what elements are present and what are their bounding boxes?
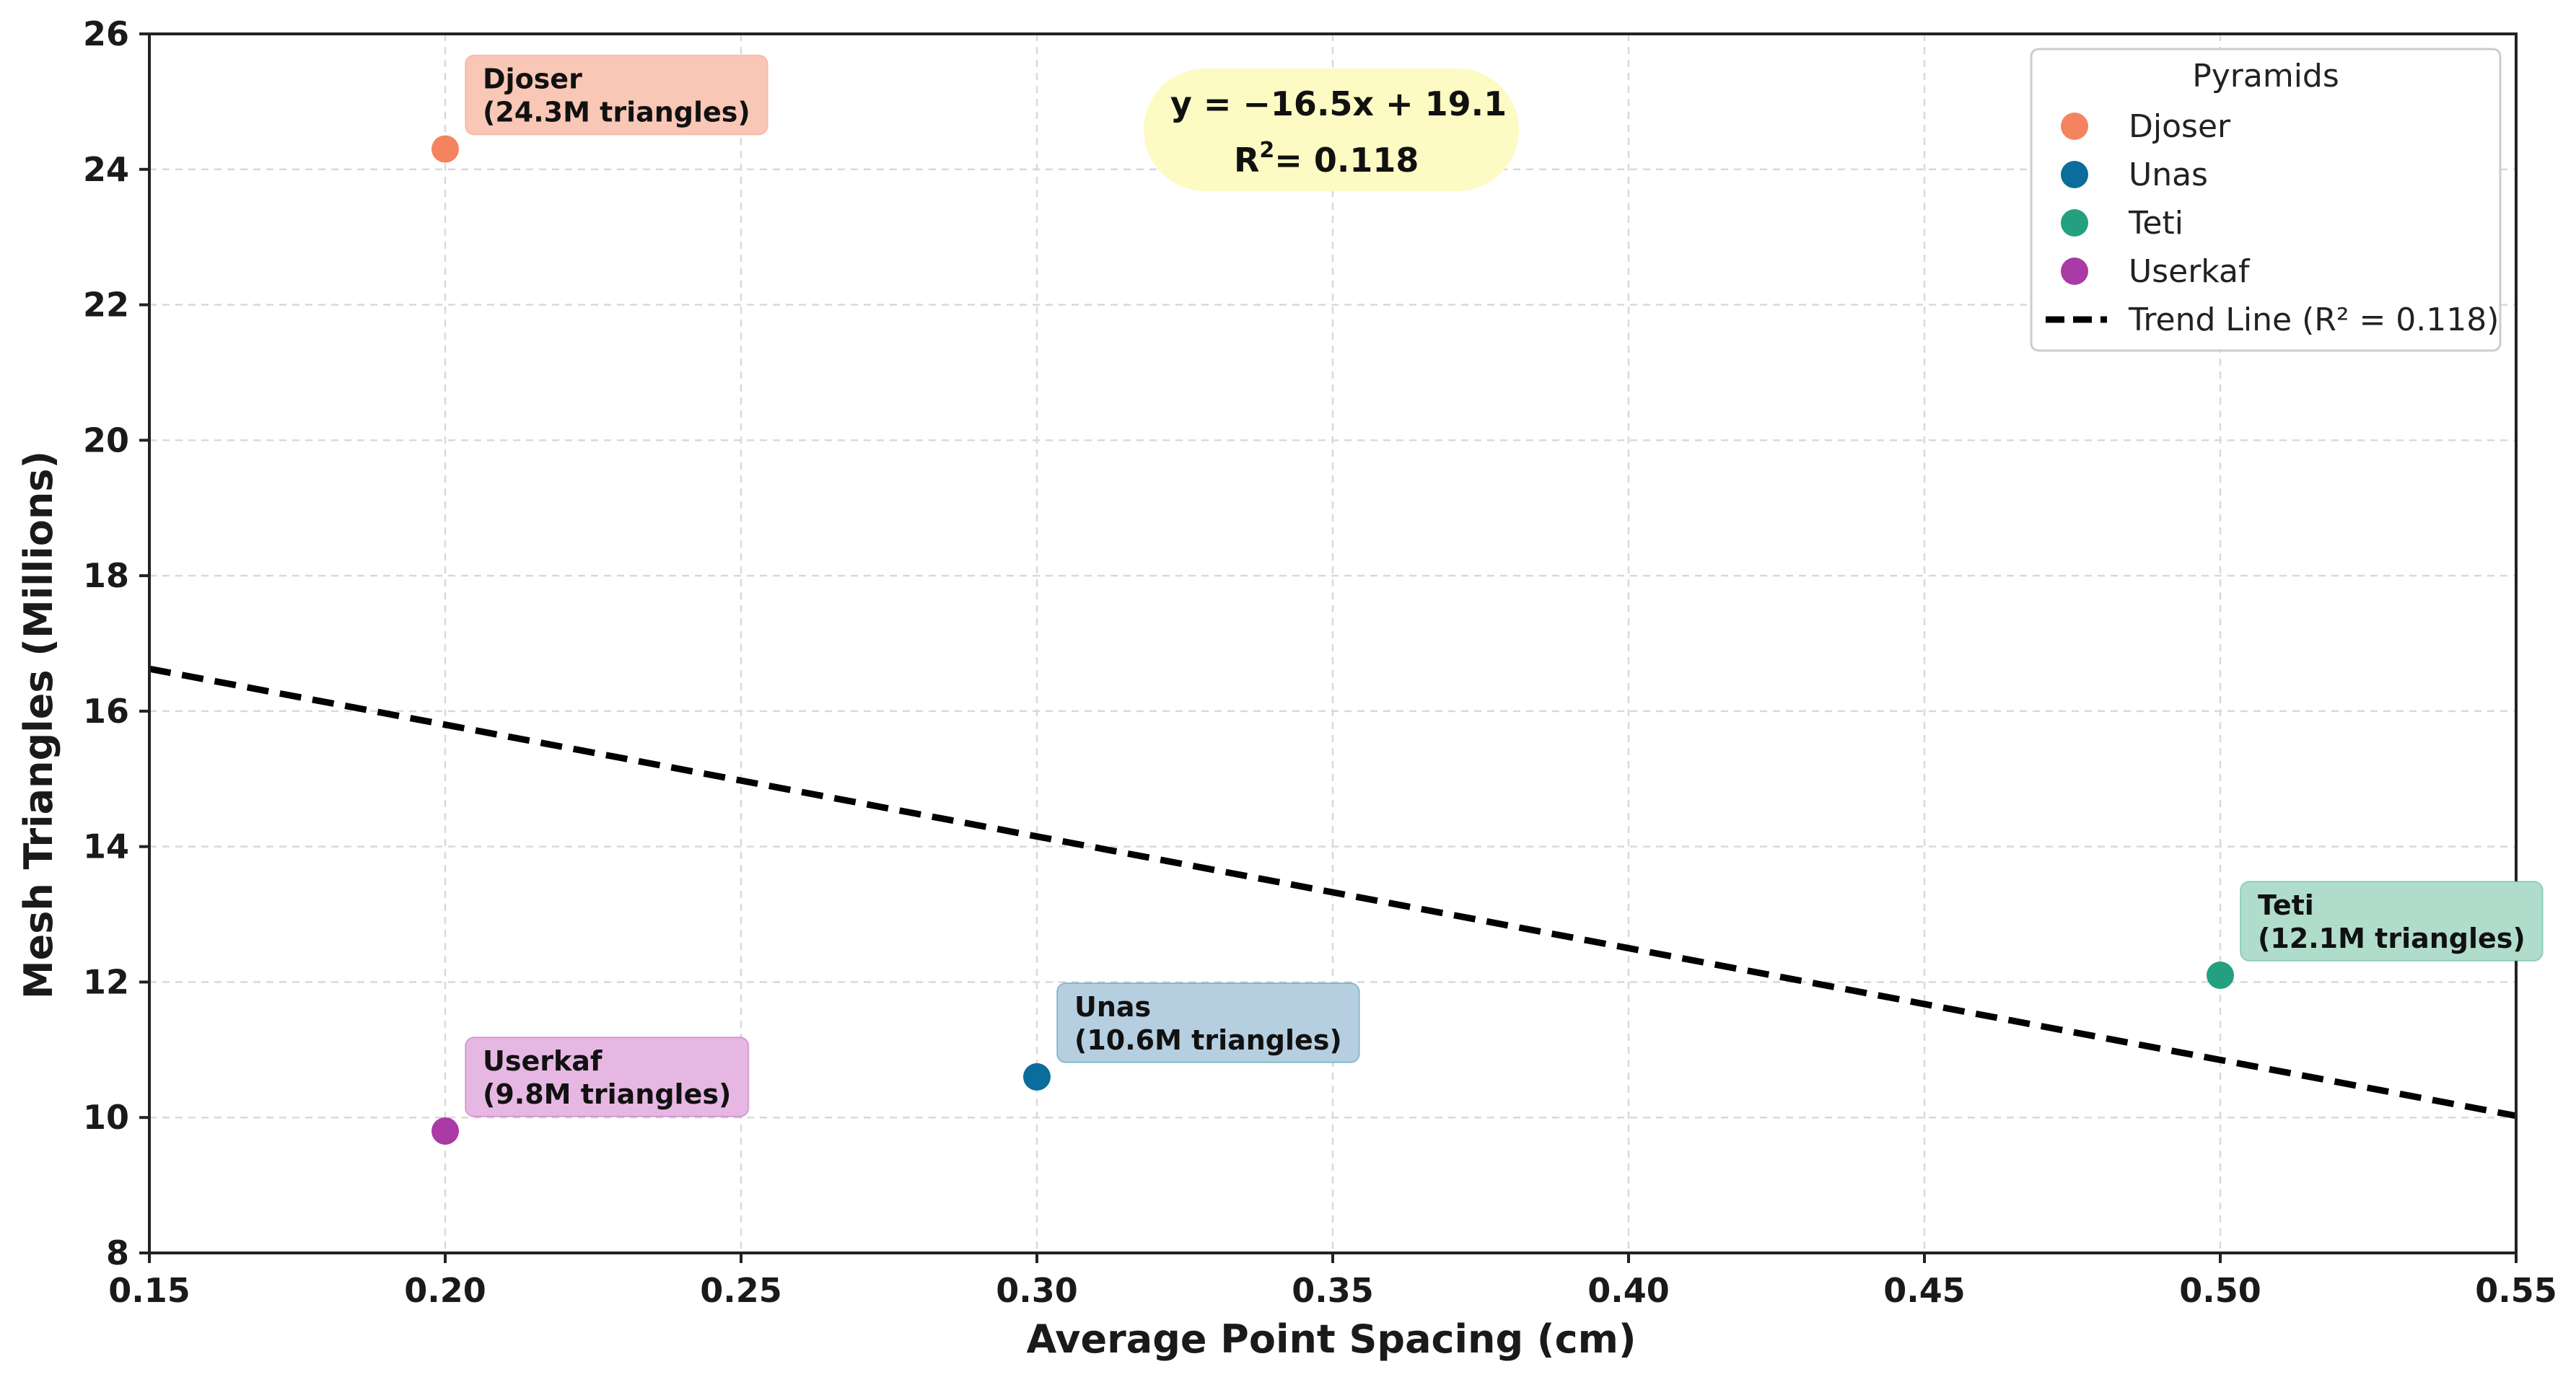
y-tick-label: 24 bbox=[83, 150, 129, 189]
x-tick-label: 0.30 bbox=[996, 1271, 1078, 1310]
point-label-name: Userkaf bbox=[483, 1045, 603, 1077]
y-tick-label: 8 bbox=[106, 1233, 129, 1272]
legend-title: Pyramids bbox=[2192, 58, 2339, 94]
x-tick-label: 0.55 bbox=[2475, 1271, 2557, 1310]
x-tick-label: 0.20 bbox=[404, 1271, 486, 1310]
equation-box-background bbox=[1144, 69, 1519, 191]
point-label-box bbox=[1056, 982, 1360, 1063]
point-label-name: Unas bbox=[1074, 991, 1151, 1023]
point-label-name: Djoser bbox=[483, 63, 582, 95]
legend-label-unas: Unas bbox=[2129, 157, 2208, 193]
legend-label-userkaf: Userkaf bbox=[2129, 253, 2251, 290]
point-label-teti: Teti(12.1M triangles) bbox=[2240, 881, 2544, 962]
legend-label-teti: Teti bbox=[2128, 205, 2183, 242]
annotations-layer: Djoser(24.3M triangles)Unas(10.6M triang… bbox=[465, 54, 2544, 1117]
x-axis-title: Average Point Spacing (cm) bbox=[1026, 1316, 1636, 1362]
legend-marker-djoser bbox=[2061, 113, 2088, 140]
point-label-count: (12.1M triangles) bbox=[2258, 923, 2525, 954]
point-label-name: Teti bbox=[2258, 889, 2314, 921]
point-label-box bbox=[465, 1037, 750, 1117]
axes-layer: 0.15 0.20 0.25 0.30 0.35 0.40 0.45 0.50 0.55 8 10 1… bbox=[83, 14, 2557, 1310]
r-squared-line: R2= 0.118 bbox=[1234, 138, 1419, 180]
trend-line bbox=[149, 665, 2517, 1120]
legend-marker-userkaf bbox=[2061, 258, 2088, 285]
point-label-count: (24.3M triangles) bbox=[483, 97, 750, 128]
y-tick-label: 26 bbox=[83, 14, 129, 53]
data-point-unas bbox=[1023, 1063, 1051, 1091]
y-tick-label: 22 bbox=[83, 286, 129, 325]
x-tick-label: 0.15 bbox=[108, 1271, 190, 1310]
y-tick-label: 16 bbox=[83, 692, 129, 731]
x-tick-label: 0.50 bbox=[2179, 1271, 2261, 1310]
legend-marker-teti bbox=[2061, 209, 2088, 237]
points-layer bbox=[431, 135, 2234, 1145]
legend-frame bbox=[2030, 48, 2502, 352]
point-label-box bbox=[2240, 881, 2544, 962]
point-label-box bbox=[465, 54, 768, 136]
y-axis-title: Mesh Triangles (Millions) bbox=[16, 451, 61, 999]
point-label-userkaf: Userkaf(9.8M triangles) bbox=[465, 1037, 750, 1117]
data-point-djoser bbox=[431, 135, 459, 163]
legend-label-trend-line: Trend Line (R² = 0.118) bbox=[2128, 302, 2499, 338]
y-tick-label: 18 bbox=[83, 556, 129, 595]
y-tick-label: 20 bbox=[83, 421, 129, 459]
x-tick-label: 0.45 bbox=[1883, 1271, 1966, 1310]
x-tick-label: 0.40 bbox=[1587, 1271, 1670, 1310]
y-tick-label: 14 bbox=[83, 827, 129, 866]
x-tick-label: 0.25 bbox=[700, 1271, 782, 1310]
legend-marker-unas bbox=[2061, 161, 2088, 188]
legend-label-djoser: Djoser bbox=[2129, 108, 2231, 145]
point-label-djoser: Djoser(24.3M triangles) bbox=[465, 54, 768, 136]
trend-layer bbox=[149, 665, 2517, 1120]
legend-items: Djoser Unas Teti Userkaf Trend Line (R² = 0.… bbox=[2046, 108, 2499, 338]
data-point-userkaf bbox=[431, 1117, 459, 1145]
legend: Pyramids Djoser Unas Teti Userkaf Trend Line… bbox=[2030, 48, 2502, 352]
equation-line: y = −16.5x + 19.1 bbox=[1170, 84, 1507, 123]
point-label-unas: Unas(10.6M triangles) bbox=[1056, 982, 1360, 1063]
point-label-count: (9.8M triangles) bbox=[483, 1078, 731, 1110]
y-tick-label: 12 bbox=[83, 962, 129, 1001]
point-label-count: (10.6M triangles) bbox=[1074, 1024, 1342, 1056]
x-tick-label: 0.35 bbox=[1292, 1271, 1374, 1310]
equation-box: y = −16.5x + 19.1 R2= 0.118 bbox=[1144, 69, 1519, 191]
y-tick-label: 10 bbox=[83, 1098, 129, 1137]
data-point-teti bbox=[2207, 962, 2234, 990]
